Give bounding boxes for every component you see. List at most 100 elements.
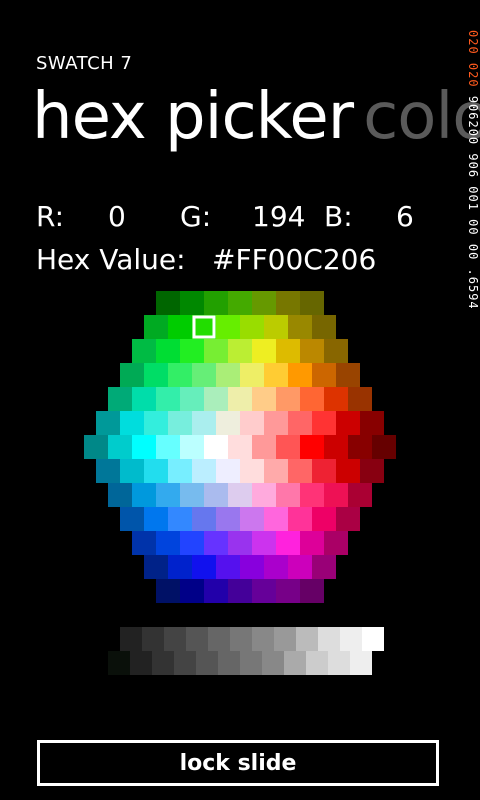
hex-swatch[interactable] (348, 483, 372, 507)
hex-swatch[interactable] (264, 315, 288, 339)
hex-swatch[interactable] (300, 435, 324, 459)
hex-swatch[interactable] (204, 339, 228, 363)
hex-swatch[interactable] (156, 435, 180, 459)
hex-swatch[interactable] (276, 291, 300, 315)
hex-swatch[interactable] (108, 483, 132, 507)
gray-swatch[interactable] (350, 651, 372, 675)
hex-swatch[interactable] (192, 555, 216, 579)
hex-swatch[interactable] (216, 507, 240, 531)
gray-swatch[interactable] (174, 651, 196, 675)
gray-swatch[interactable] (208, 627, 230, 651)
hex-swatch[interactable] (324, 435, 348, 459)
hex-swatch[interactable] (348, 387, 372, 411)
hex-swatch[interactable] (120, 363, 144, 387)
hex-swatch[interactable] (156, 339, 180, 363)
gray-swatch[interactable] (130, 651, 152, 675)
hex-swatch[interactable] (180, 579, 204, 603)
hex-swatch[interactable] (288, 507, 312, 531)
gray-swatch[interactable] (142, 627, 164, 651)
hex-swatch[interactable] (84, 435, 108, 459)
hex-swatch[interactable] (252, 339, 276, 363)
hex-swatch[interactable] (312, 363, 336, 387)
hex-swatch[interactable] (180, 339, 204, 363)
gray-swatch[interactable] (196, 651, 218, 675)
hex-swatch[interactable] (180, 531, 204, 555)
hex-swatch[interactable] (228, 339, 252, 363)
hex-swatch[interactable] (144, 363, 168, 387)
hex-swatch[interactable] (228, 531, 252, 555)
hex-swatch[interactable] (300, 483, 324, 507)
hex-swatch[interactable] (300, 387, 324, 411)
hex-swatch[interactable] (156, 531, 180, 555)
lock-slide-button[interactable]: lock slide (37, 740, 439, 786)
gray-swatch[interactable] (362, 627, 384, 651)
gray-swatch[interactable] (318, 627, 340, 651)
hex-swatch[interactable] (228, 387, 252, 411)
hex-swatch[interactable] (336, 507, 360, 531)
pivot-title-next[interactable]: colo (363, 80, 480, 154)
hex-swatch[interactable] (264, 507, 288, 531)
hex-swatch[interactable] (324, 339, 348, 363)
hex-swatch[interactable] (228, 435, 252, 459)
gray-swatch[interactable] (252, 627, 274, 651)
hex-swatch[interactable] (336, 411, 360, 435)
hex-swatch[interactable] (192, 411, 216, 435)
hex-swatch[interactable] (300, 339, 324, 363)
hex-swatch[interactable] (288, 459, 312, 483)
hex-swatch[interactable] (156, 291, 180, 315)
gray-swatch[interactable] (340, 627, 362, 651)
hex-swatch[interactable] (288, 315, 312, 339)
hex-swatch[interactable] (312, 555, 336, 579)
hex-swatch[interactable] (276, 579, 300, 603)
hex-swatch[interactable] (216, 411, 240, 435)
hex-swatch[interactable] (216, 363, 240, 387)
hex-swatch[interactable] (168, 459, 192, 483)
hex-swatch[interactable] (348, 435, 372, 459)
hex-swatch[interactable] (252, 531, 276, 555)
hex-swatch[interactable] (228, 291, 252, 315)
hex-swatch[interactable] (228, 579, 252, 603)
hex-swatch[interactable] (204, 435, 228, 459)
hex-swatch[interactable] (288, 363, 312, 387)
hex-swatch[interactable] (168, 315, 192, 339)
gray-swatch[interactable] (328, 651, 350, 675)
hex-swatch[interactable] (240, 555, 264, 579)
hex-swatch[interactable] (180, 291, 204, 315)
hex-swatch[interactable] (252, 483, 276, 507)
hex-swatch[interactable] (264, 459, 288, 483)
hex-swatch[interactable] (156, 579, 180, 603)
hex-swatch[interactable] (144, 555, 168, 579)
hex-swatch[interactable] (216, 315, 240, 339)
hex-swatch[interactable] (180, 435, 204, 459)
hex-swatch[interactable] (240, 363, 264, 387)
hex-swatch[interactable] (192, 459, 216, 483)
hex-swatch[interactable] (252, 291, 276, 315)
hex-swatch[interactable] (264, 363, 288, 387)
hex-swatch[interactable] (324, 387, 348, 411)
hex-swatch[interactable] (276, 435, 300, 459)
hex-swatch[interactable] (216, 555, 240, 579)
gray-swatch[interactable] (240, 651, 262, 675)
hex-swatch[interactable] (240, 411, 264, 435)
hex-swatch[interactable] (264, 411, 288, 435)
hex-swatch[interactable] (312, 315, 336, 339)
hex-swatch[interactable] (156, 483, 180, 507)
hex-swatch[interactable] (204, 531, 228, 555)
hex-swatch[interactable] (204, 579, 228, 603)
hex-swatch[interactable] (312, 411, 336, 435)
hex-swatch[interactable] (360, 459, 384, 483)
hex-swatch[interactable] (144, 507, 168, 531)
gray-swatch[interactable] (230, 627, 252, 651)
hex-swatch[interactable] (204, 291, 228, 315)
hex-swatch[interactable] (228, 483, 252, 507)
gray-swatch[interactable] (108, 651, 130, 675)
hex-swatch[interactable] (264, 555, 288, 579)
hex-swatch[interactable] (312, 459, 336, 483)
hex-swatch[interactable] (108, 435, 132, 459)
gray-swatch[interactable] (152, 651, 174, 675)
hex-swatch[interactable] (288, 411, 312, 435)
gray-swatch[interactable] (296, 627, 318, 651)
hex-swatch[interactable] (312, 507, 336, 531)
hex-swatch[interactable] (132, 483, 156, 507)
